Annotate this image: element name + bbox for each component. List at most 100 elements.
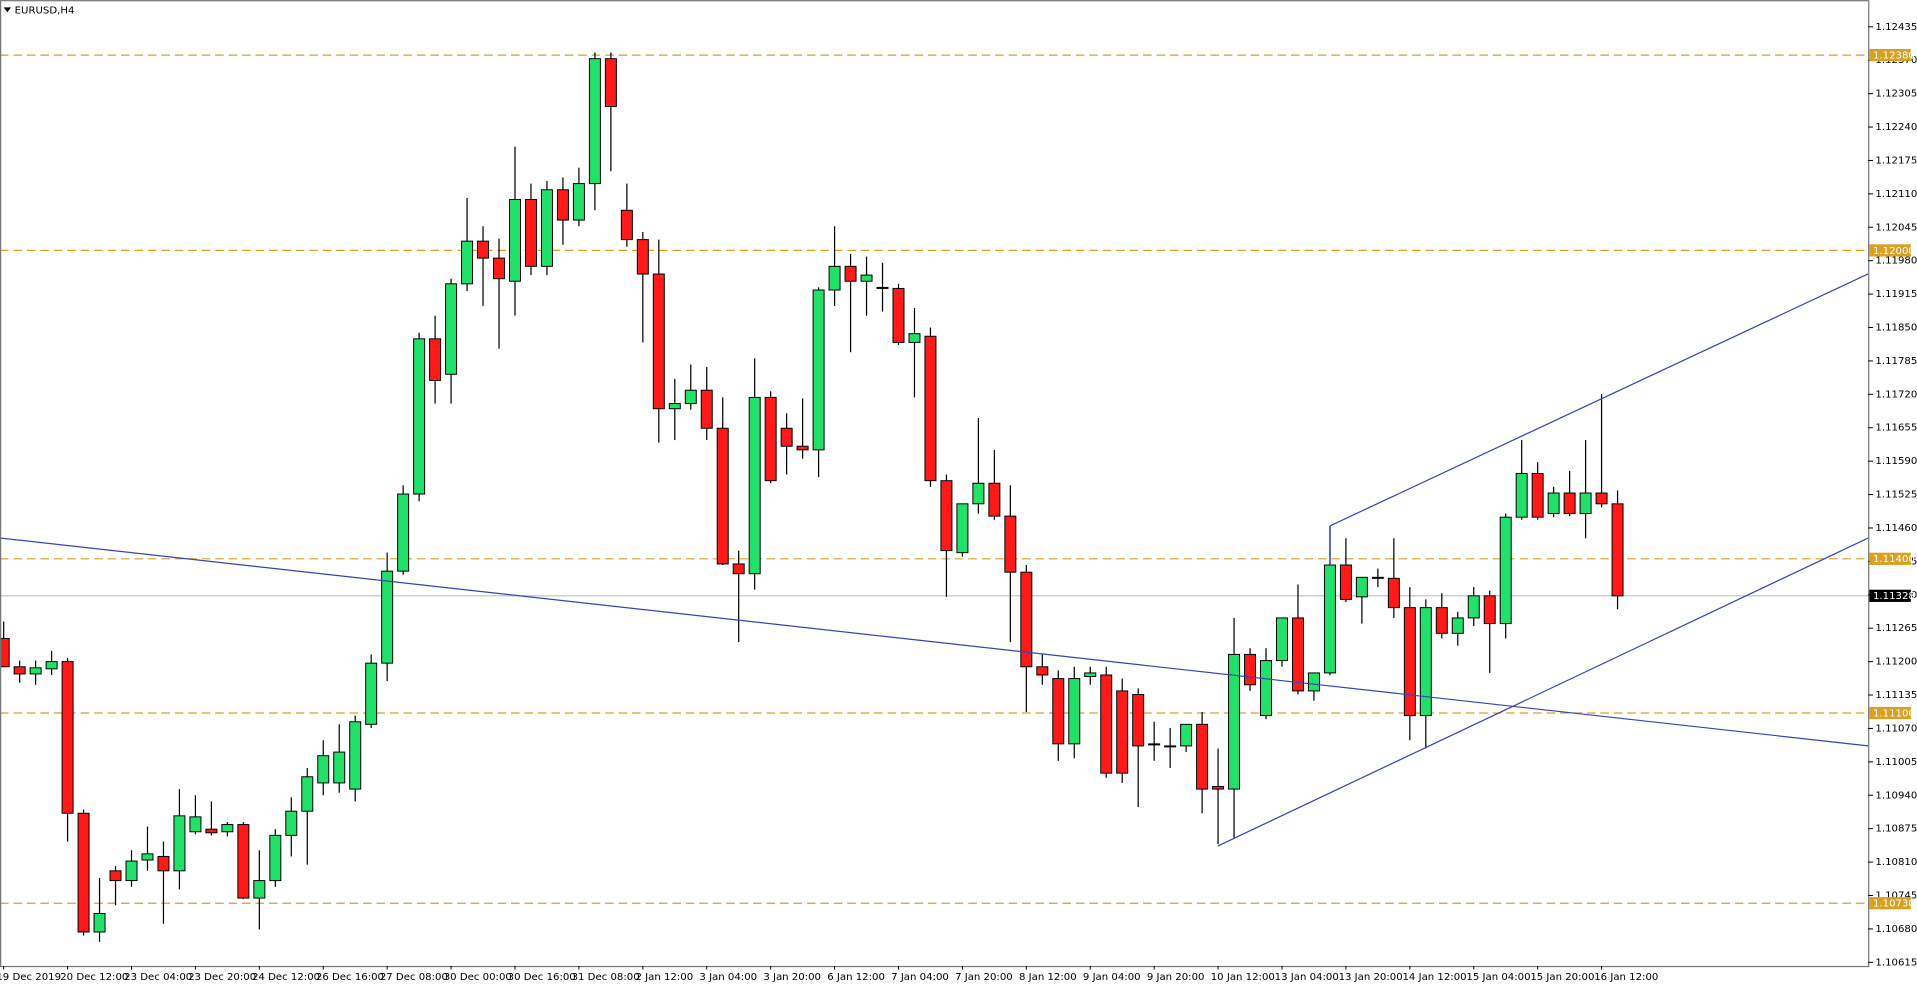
candle-body bbox=[876, 286, 889, 289]
y-tick-label: 1.12435 bbox=[1875, 22, 1917, 33]
candle-body bbox=[317, 755, 330, 784]
candle-body bbox=[1579, 492, 1592, 515]
candle-body bbox=[333, 751, 346, 784]
y-tick-label: 1.11460 bbox=[1875, 523, 1917, 534]
y-tick-label: 1.12045 bbox=[1875, 222, 1917, 233]
x-tick-label: 7 Jan 04:00 bbox=[891, 972, 949, 983]
x-tick-label: 3 Jan 20:00 bbox=[763, 972, 821, 983]
candle-body bbox=[1100, 674, 1113, 774]
candle-body bbox=[1451, 617, 1464, 634]
candle-body bbox=[285, 810, 298, 836]
candle-body bbox=[892, 287, 905, 343]
candle-body bbox=[1563, 492, 1576, 515]
candle-body bbox=[1323, 564, 1336, 674]
candle-body bbox=[1547, 492, 1560, 515]
candle-body bbox=[828, 265, 841, 291]
level-label: 1.10730 bbox=[1873, 899, 1915, 910]
candle-body bbox=[620, 209, 633, 241]
trendline bbox=[0, 537, 1869, 747]
candle-body bbox=[205, 828, 218, 834]
y-tick-label: 1.12305 bbox=[1875, 89, 1917, 100]
y-tick-label: 1.11265 bbox=[1875, 623, 1917, 634]
candle-body bbox=[141, 853, 154, 861]
candle-body bbox=[461, 240, 474, 285]
x-tick-label: 3 Jan 04:00 bbox=[699, 972, 757, 983]
candle-body bbox=[540, 189, 553, 267]
candle-body bbox=[381, 570, 394, 664]
candle-body bbox=[1052, 678, 1065, 745]
x-tick-label: 2 Jan 12:00 bbox=[635, 972, 693, 983]
x-tick-label: 24 Dec 12:00 bbox=[252, 972, 320, 983]
y-tick-label: 1.11655 bbox=[1875, 423, 1917, 434]
candle-body bbox=[1020, 571, 1033, 668]
x-tick-label: 23 Dec 20:00 bbox=[188, 972, 256, 983]
x-tick-label: 7 Jan 20:00 bbox=[955, 972, 1013, 983]
candle-body bbox=[1339, 564, 1352, 600]
candle-body bbox=[493, 257, 506, 280]
candle-body bbox=[1387, 577, 1400, 609]
y-tick-label: 1.11070 bbox=[1875, 723, 1917, 734]
candle-body bbox=[429, 338, 442, 381]
y-tick-label: 1.11720 bbox=[1875, 389, 1917, 400]
candle-body bbox=[1180, 723, 1193, 747]
candle-body bbox=[1355, 576, 1368, 598]
plot-area bbox=[0, 52, 1869, 942]
candle-body bbox=[93, 912, 106, 933]
y-tick-label: 1.11785 bbox=[1875, 356, 1917, 367]
candle-body bbox=[764, 396, 777, 482]
candle-body bbox=[269, 834, 282, 882]
candle-body bbox=[29, 667, 42, 675]
x-tick-label: 13 Jan 04:00 bbox=[1275, 972, 1339, 983]
candle-body bbox=[1483, 595, 1496, 625]
level-label-box bbox=[1869, 552, 1911, 565]
x-tick-label: 8 Jan 12:00 bbox=[1019, 972, 1077, 983]
y-tick-label: 1.11200 bbox=[1875, 657, 1917, 668]
candle-body bbox=[189, 816, 202, 833]
level-label: 1.12000 bbox=[1873, 246, 1915, 257]
y-tick-label: 1.11005 bbox=[1875, 757, 1917, 768]
candle-body bbox=[301, 776, 314, 812]
candle-body bbox=[588, 58, 601, 185]
candle-body bbox=[1276, 617, 1288, 662]
candle-body bbox=[1228, 653, 1241, 790]
candle-body bbox=[1132, 694, 1145, 747]
y-tick-label: 1.11525 bbox=[1875, 490, 1917, 501]
candle-body bbox=[221, 824, 234, 833]
y-tick-label: 1.11915 bbox=[1875, 289, 1917, 300]
candle-body bbox=[77, 812, 90, 933]
candle-body bbox=[1068, 678, 1081, 745]
candle-body bbox=[1244, 653, 1257, 686]
candle-body bbox=[652, 273, 665, 410]
menu-triangle bbox=[3, 7, 12, 13]
candle-body bbox=[109, 870, 122, 882]
y-tick-label: 1.12175 bbox=[1875, 155, 1917, 166]
x-tick-label: 26 Dec 16:00 bbox=[316, 972, 384, 983]
candle-body bbox=[604, 58, 617, 107]
candle-body bbox=[908, 333, 921, 343]
candle-body bbox=[1148, 743, 1161, 746]
candle-body bbox=[1531, 472, 1544, 518]
y-tick-label: 1.11980 bbox=[1875, 256, 1917, 267]
candle-body bbox=[445, 283, 458, 375]
candle-body bbox=[1004, 515, 1017, 573]
candle-body bbox=[668, 403, 681, 410]
candle-body bbox=[1196, 723, 1209, 790]
last-price-label-box bbox=[1869, 589, 1911, 602]
x-tick-label: 15 Jan 20:00 bbox=[1530, 972, 1594, 983]
candle-body bbox=[732, 563, 745, 575]
candle-body bbox=[237, 824, 250, 899]
candle-body bbox=[860, 274, 873, 282]
candle-body bbox=[349, 721, 362, 790]
x-tick-label: 13 Jan 20:00 bbox=[1339, 972, 1403, 983]
x-tick-label: 15 Jan 04:00 bbox=[1466, 972, 1530, 983]
y-tick-label: 1.11135 bbox=[1875, 690, 1917, 701]
candle-body bbox=[972, 482, 985, 505]
x-tick-label: 16 Jan 12:00 bbox=[1594, 972, 1658, 983]
channel-lower bbox=[1217, 537, 1869, 847]
x-tick-label: 9 Jan 04:00 bbox=[1083, 972, 1141, 983]
y-tick-label: 1.10940 bbox=[1875, 790, 1917, 801]
candle-body bbox=[1467, 595, 1480, 619]
candle-body bbox=[1036, 666, 1049, 676]
candle-body bbox=[844, 265, 857, 282]
